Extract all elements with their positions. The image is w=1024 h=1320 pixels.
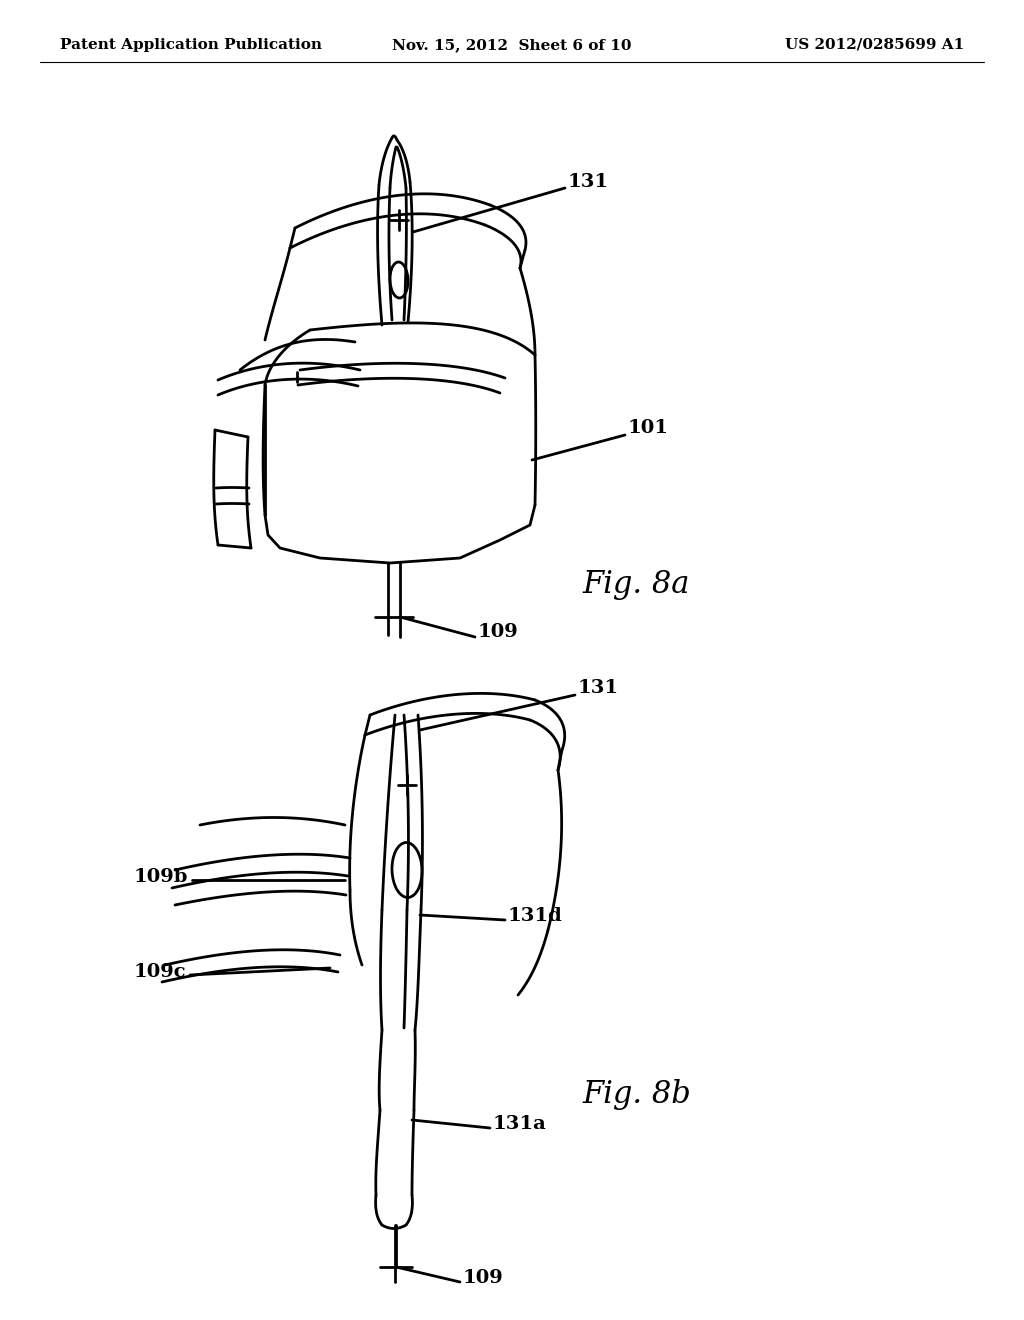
Text: 109: 109 xyxy=(478,623,519,642)
Text: 131d: 131d xyxy=(508,907,563,925)
Text: Nov. 15, 2012  Sheet 6 of 10: Nov. 15, 2012 Sheet 6 of 10 xyxy=(392,38,632,51)
Text: Patent Application Publication: Patent Application Publication xyxy=(60,38,322,51)
Text: 131: 131 xyxy=(568,173,609,191)
Text: 109: 109 xyxy=(463,1269,504,1287)
Text: 131a: 131a xyxy=(493,1115,547,1133)
Text: 131: 131 xyxy=(578,678,620,697)
Text: Fig. 8b: Fig. 8b xyxy=(582,1080,691,1110)
Text: 109b: 109b xyxy=(133,869,188,886)
Text: 101: 101 xyxy=(628,418,669,437)
Text: Fig. 8a: Fig. 8a xyxy=(582,569,689,601)
Text: US 2012/0285699 A1: US 2012/0285699 A1 xyxy=(784,38,964,51)
Text: 109c: 109c xyxy=(133,964,186,981)
